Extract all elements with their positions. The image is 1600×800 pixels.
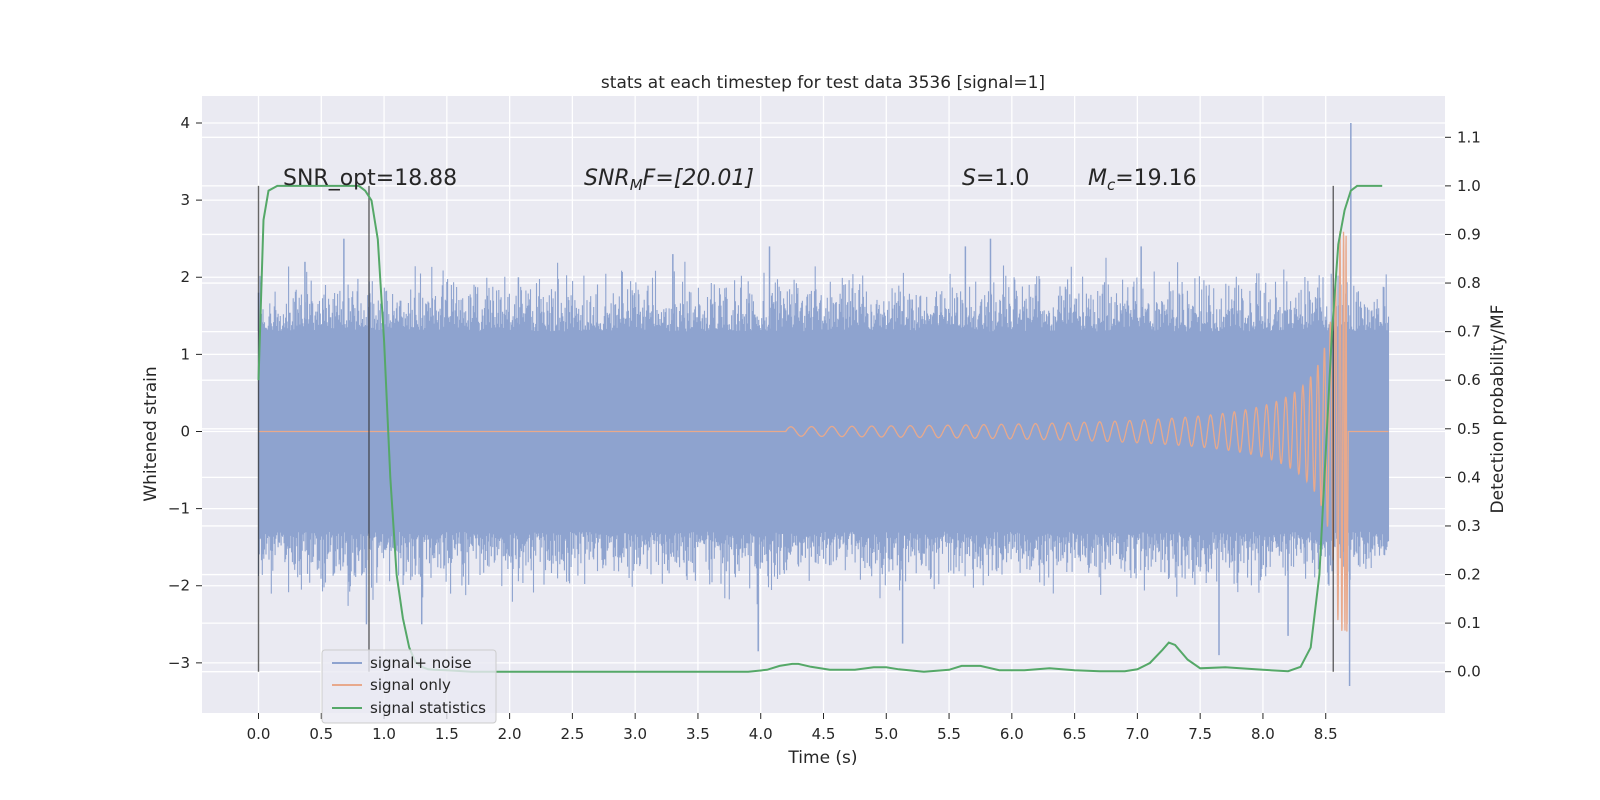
y-tick-label: −1	[168, 500, 190, 518]
x-tick-label: 0.5	[309, 725, 333, 743]
annotation-mc-sub: c	[1107, 176, 1116, 194]
y2-tick-label: 0.4	[1457, 468, 1481, 486]
y-tick-label: 1	[180, 345, 190, 363]
vertical-markers	[257, 185, 1334, 672]
y2-tick-label: 0.2	[1457, 566, 1481, 584]
chart-title: stats at each timestep for test data 353…	[601, 73, 1045, 93]
annotation-snr-mf-rest: F=[20.01]	[643, 166, 754, 191]
legend-label-noise: signal+ noise	[370, 654, 472, 672]
y2-tick-label: 0.6	[1457, 371, 1481, 389]
x-tick-label: 5.5	[937, 725, 961, 743]
x-tick-label: 4.0	[749, 725, 773, 743]
series-signal-statistics	[257, 184, 1383, 673]
y2-tick-label: 0.7	[1457, 323, 1481, 341]
annotation-mc-rest: =19.16	[1115, 166, 1196, 191]
annotation-snr-mf: SNRMF=[20.01]	[584, 166, 754, 194]
x-tick-label: 4.5	[812, 725, 836, 743]
y2-tick-label: 0.1	[1457, 614, 1481, 632]
x-tick-label: 7.5	[1188, 725, 1212, 743]
x-tick-label: 6.5	[1063, 725, 1087, 743]
x-tick-label: 1.0	[372, 725, 396, 743]
annotation-snr-mf-sub: M	[630, 176, 643, 194]
y-tick-label: 0	[180, 422, 190, 440]
x-axis-label: Time (s)	[787, 748, 857, 768]
y-axis-label: Whitened strain	[141, 366, 161, 501]
y2-tick-label: 0.8	[1457, 274, 1481, 292]
legend-label-stats: signal statistics	[370, 699, 486, 717]
x-tick-label: 8.5	[1314, 725, 1338, 743]
legend-box	[321, 649, 497, 724]
x-tick-label: 1.5	[435, 725, 459, 743]
y-tick-label: 2	[180, 268, 190, 286]
annotation-snr-opt: SNR_opt=18.88	[283, 166, 457, 191]
y2-axis-label: Detection probability/MF	[1488, 305, 1508, 514]
y-tick-label: −3	[168, 654, 190, 672]
x-tick-label: 2.5	[560, 725, 584, 743]
x-tick-label: 3.5	[686, 725, 710, 743]
y2-tick-label: 0.0	[1457, 663, 1481, 681]
y2-tick-label: 0.5	[1457, 420, 1481, 438]
x-tick-label: 3.0	[623, 725, 647, 743]
x-tick-label: 8.0	[1251, 725, 1275, 743]
legend: signal+ noise signal only signal statist…	[321, 649, 497, 724]
y2-tick-label: 1.1	[1457, 128, 1481, 146]
axes: 0.0 0.5 1.0 1.5 2.0 2.5 3.0 3.5 4.0 4.5 5.0 5.5 6.0 6…	[168, 114, 1481, 743]
y-tick-label: −2	[168, 577, 190, 595]
x-tick-label: 5.0	[874, 725, 898, 743]
y-tick-label: 3	[180, 191, 190, 209]
x-tick-label: 6.0	[1000, 725, 1024, 743]
x-tick-label: 7.0	[1125, 725, 1149, 743]
x-tick-label: 2.0	[498, 725, 522, 743]
annotation-mc: Mc=19.16	[1088, 166, 1197, 194]
y2-tick-label: 0.3	[1457, 517, 1481, 535]
annotation-s-var: S	[962, 166, 976, 191]
signal-only-trace	[258, 231, 1389, 632]
annotation-snr-mf-main: SNR	[584, 166, 630, 191]
annotation-s-rest: =1.0	[976, 166, 1029, 191]
x-tick-label: 0.0	[247, 725, 271, 743]
annotation-s: S=1.0	[962, 166, 1029, 191]
y-tick-label: 4	[180, 114, 190, 132]
signal-statistics-line	[257, 184, 1383, 673]
annotation-mc-var: M	[1088, 166, 1107, 191]
y2-tick-label: 0.9	[1457, 225, 1481, 243]
series-signal-only	[258, 231, 1389, 632]
legend-label-signal: signal only	[370, 676, 451, 694]
y2-tick-label: 1.0	[1457, 177, 1481, 195]
